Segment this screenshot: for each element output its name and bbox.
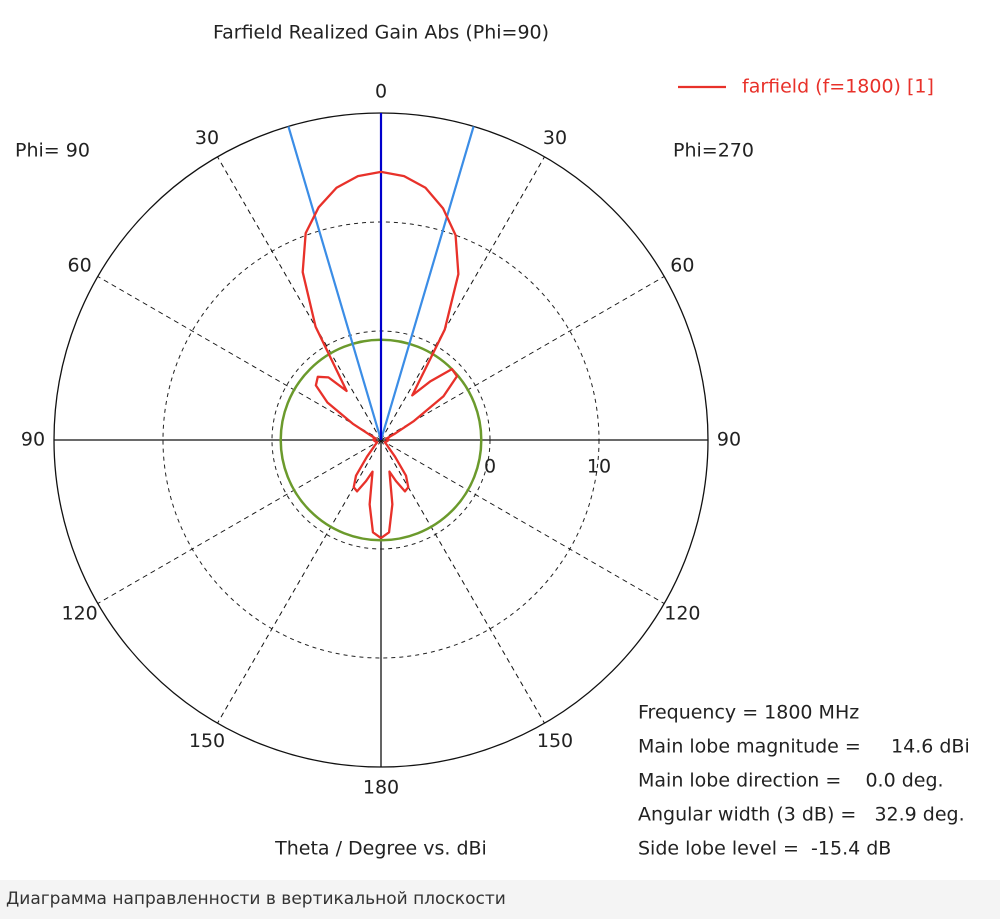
right-label: Phi=270 bbox=[673, 140, 754, 162]
theta-tick-label: 60 bbox=[670, 255, 694, 277]
grid-line bbox=[97, 439, 382, 604]
r-tick-label: 10 bbox=[587, 456, 611, 478]
caption: Диаграмма направленности в вертикальной … bbox=[0, 880, 1000, 919]
grid-line bbox=[217, 156, 382, 441]
chart-title: Farfield Realized Gain Abs (Phi=90) bbox=[213, 22, 549, 44]
theta-tick-label: 150 bbox=[537, 730, 573, 752]
r-tick-label: 0 bbox=[484, 456, 496, 478]
info-line: Frequency = 1800 MHz bbox=[638, 702, 859, 724]
theta-tick-label: 120 bbox=[664, 603, 700, 625]
theta-tick-label: 150 bbox=[189, 730, 225, 752]
beamwidth-line bbox=[379, 126, 475, 441]
info-line: Side lobe level = -15.4 dB bbox=[638, 838, 891, 860]
legend-label: farfield (f=1800) [1] bbox=[742, 76, 934, 98]
theta-tick-label: 120 bbox=[61, 603, 97, 625]
grid-line bbox=[380, 439, 545, 724]
theta-tick-label: 30 bbox=[195, 127, 219, 149]
x-axis-label: Theta / Degree vs. dBi bbox=[274, 838, 487, 860]
grid-line bbox=[217, 439, 382, 724]
grid-line bbox=[97, 276, 382, 441]
info-line: Angular width (3 dB) = 32.9 deg. bbox=[638, 804, 965, 826]
grid-line bbox=[380, 439, 665, 604]
info-line: Main lobe direction = 0.0 deg. bbox=[638, 770, 944, 792]
left-label: Phi= 90 bbox=[15, 140, 90, 162]
theta-tick-label: 30 bbox=[543, 127, 567, 149]
grid-line bbox=[380, 276, 665, 441]
beamwidth-line bbox=[287, 126, 383, 441]
grid-line bbox=[380, 156, 545, 441]
info-line: Main lobe magnitude = 14.6 dBi bbox=[638, 736, 970, 758]
theta-tick-label: 60 bbox=[68, 255, 92, 277]
theta-tick-label: 0 bbox=[375, 81, 387, 103]
theta-tick-label: 180 bbox=[363, 777, 399, 799]
series-line bbox=[301, 170, 460, 540]
theta-tick-label: 90 bbox=[717, 429, 741, 451]
chart: Farfield Realized Gain Abs (Phi=90) Phi=… bbox=[15, 22, 970, 860]
theta-tick-label: 90 bbox=[21, 429, 45, 451]
